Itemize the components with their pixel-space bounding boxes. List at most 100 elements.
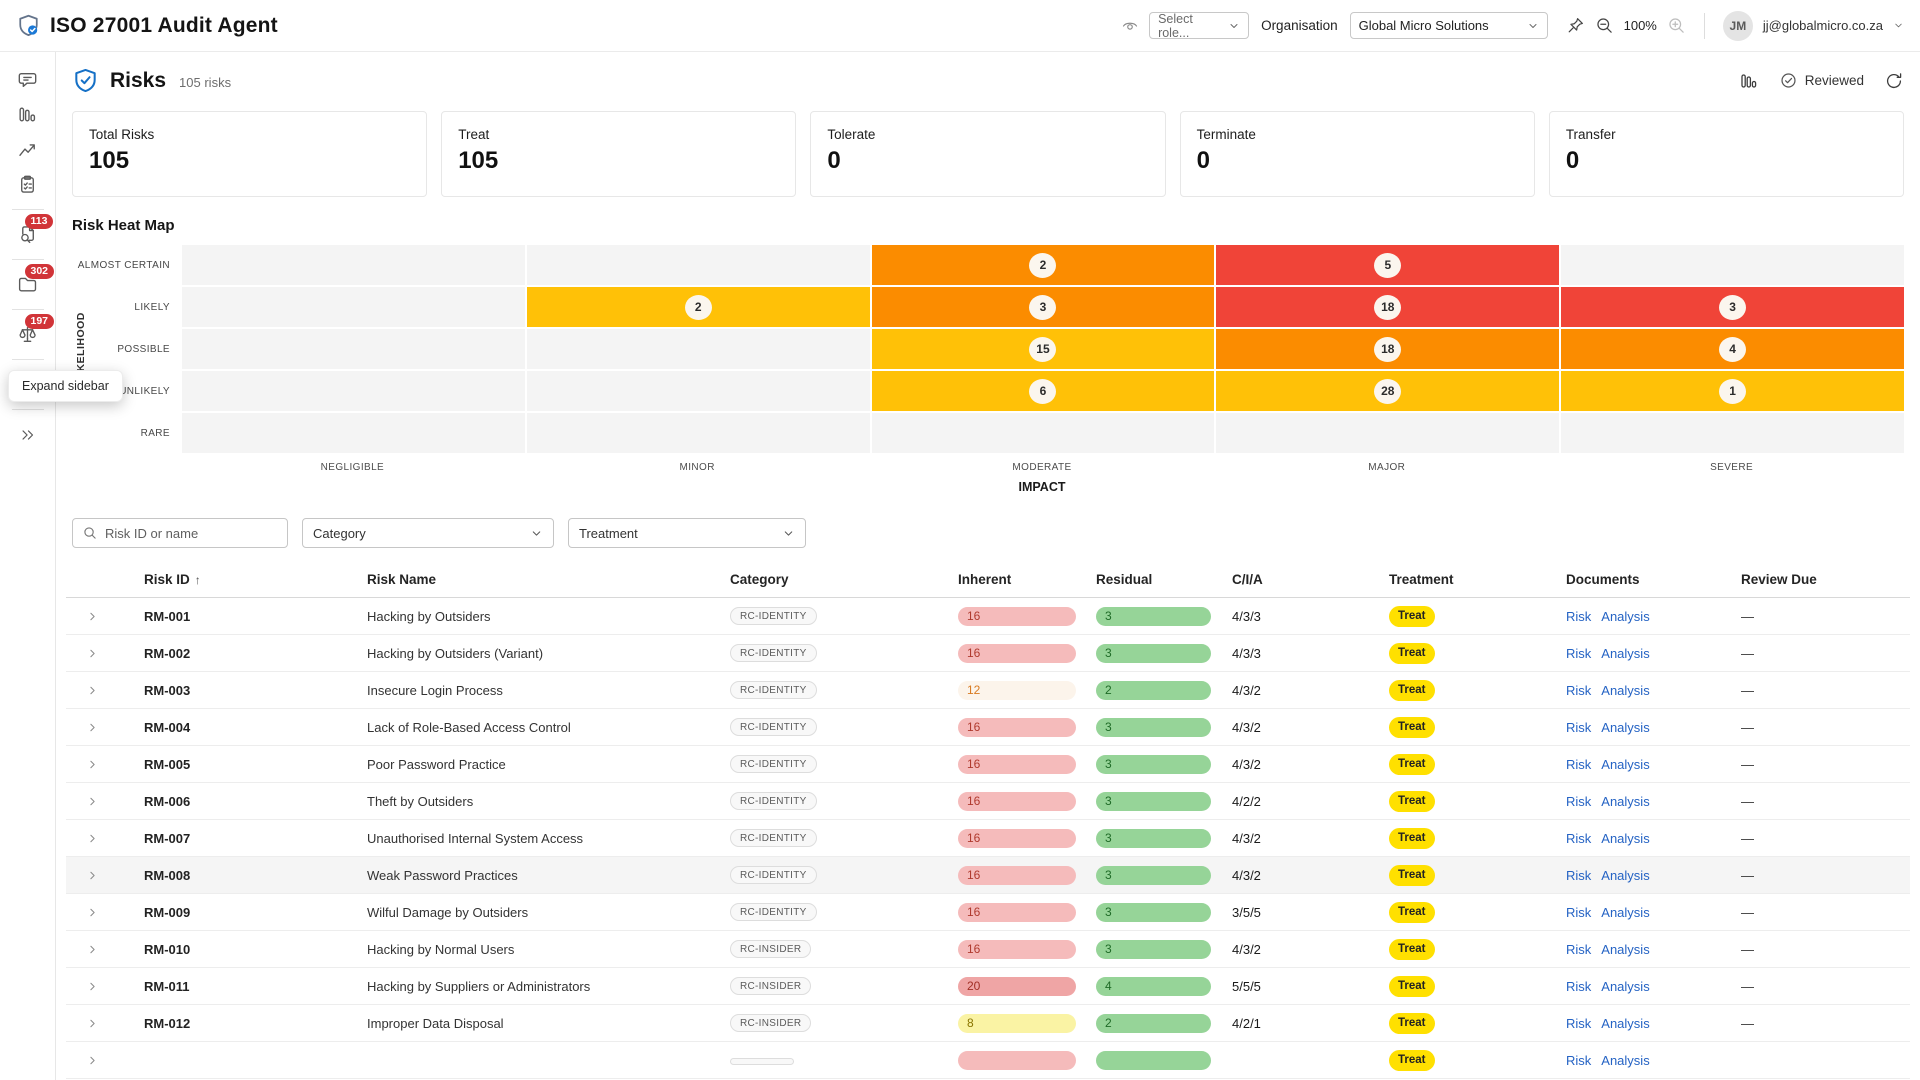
- row-expand-chevron[interactable]: [66, 1054, 144, 1067]
- sidebar-item-checklist[interactable]: [11, 170, 45, 200]
- column-header-treatment[interactable]: Treatment: [1389, 572, 1566, 587]
- avatar[interactable]: JM: [1723, 11, 1753, 41]
- column-header-documents[interactable]: Documents: [1566, 572, 1741, 587]
- chevron-down-icon[interactable]: [1893, 20, 1904, 31]
- document-link-analysis[interactable]: Analysis: [1601, 646, 1649, 661]
- pin-icon[interactable]: [1566, 16, 1585, 35]
- table-row[interactable]: RM-009 Wilful Damage by Outsiders RC-IDE…: [66, 894, 1910, 931]
- table-row[interactable]: RM-008 Weak Password Practices RC-IDENTI…: [66, 857, 1910, 894]
- document-link-risk[interactable]: Risk: [1566, 868, 1591, 883]
- heatmap-cell[interactable]: 28: [1216, 371, 1559, 411]
- sidebar-item-chat[interactable]: [11, 65, 45, 95]
- document-link-analysis[interactable]: Analysis: [1601, 683, 1649, 698]
- category-filter[interactable]: Category: [302, 518, 554, 548]
- heatmap-cell[interactable]: 18: [1216, 287, 1559, 327]
- heatmap-cell[interactable]: 2: [872, 245, 1215, 285]
- document-link-analysis[interactable]: Analysis: [1601, 794, 1649, 809]
- row-expand-chevron[interactable]: [66, 758, 144, 771]
- treatment-filter[interactable]: Treatment: [568, 518, 806, 548]
- heatmap-cell[interactable]: 3: [872, 287, 1215, 327]
- row-expand-chevron[interactable]: [66, 869, 144, 882]
- sidebar-item-compliance-scale[interactable]: 197: [11, 320, 45, 350]
- table-row[interactable]: RM-011 Hacking by Suppliers or Administr…: [66, 968, 1910, 1005]
- document-link-risk[interactable]: Risk: [1566, 609, 1591, 624]
- document-link-analysis[interactable]: Analysis: [1601, 831, 1649, 846]
- document-link-risk[interactable]: Risk: [1566, 831, 1591, 846]
- row-expand-chevron[interactable]: [66, 721, 144, 734]
- document-link-risk[interactable]: Risk: [1566, 1016, 1591, 1031]
- row-expand-chevron[interactable]: [66, 943, 144, 956]
- table-row[interactable]: RM-003 Insecure Login Process RC-IDENTIT…: [66, 672, 1910, 709]
- document-link-risk[interactable]: Risk: [1566, 683, 1591, 698]
- document-link-analysis[interactable]: Analysis: [1601, 757, 1649, 772]
- heatmap-cell[interactable]: 6: [872, 371, 1215, 411]
- heatmap-cell[interactable]: 5: [1216, 245, 1559, 285]
- document-link-analysis[interactable]: Analysis: [1601, 868, 1649, 883]
- organisation-select[interactable]: Global Micro Solutions: [1350, 12, 1548, 39]
- row-expand-chevron[interactable]: [66, 795, 144, 808]
- table-row[interactable]: Treat RiskAnalysis: [66, 1042, 1910, 1079]
- sidebar-item-folder[interactable]: 302: [11, 270, 45, 300]
- column-header-residual[interactable]: Residual: [1096, 572, 1232, 587]
- sidebar-item-trend[interactable]: [11, 135, 45, 165]
- sidebar-item-bar-chart[interactable]: [11, 100, 45, 130]
- document-link-analysis[interactable]: Analysis: [1601, 979, 1649, 994]
- document-link-risk[interactable]: Risk: [1566, 720, 1591, 735]
- row-expand-chevron[interactable]: [66, 684, 144, 697]
- column-header-category[interactable]: Category: [730, 572, 958, 587]
- heatmap-cell[interactable]: 4: [1561, 329, 1904, 369]
- column-header-risk-name[interactable]: Risk Name: [367, 572, 730, 587]
- expand-sidebar-button[interactable]: [11, 420, 45, 450]
- heatmap-cell[interactable]: 18: [1216, 329, 1559, 369]
- document-link-analysis[interactable]: Analysis: [1601, 609, 1649, 624]
- refresh-icon[interactable]: [1884, 71, 1904, 91]
- heatmap-cell[interactable]: 3: [1561, 287, 1904, 327]
- table-row[interactable]: RM-001 Hacking by Outsiders RC-IDENTITY …: [66, 598, 1910, 635]
- heatmap-cell[interactable]: 1: [1561, 371, 1904, 411]
- table-row[interactable]: RM-007 Unauthorised Internal System Acce…: [66, 820, 1910, 857]
- row-expand-chevron[interactable]: [66, 906, 144, 919]
- row-expand-chevron[interactable]: [66, 647, 144, 660]
- row-expand-chevron[interactable]: [66, 832, 144, 845]
- row-expand-chevron[interactable]: [66, 980, 144, 993]
- risk-search-input[interactable]: [105, 526, 281, 541]
- stat-card-terminate[interactable]: Terminate 0: [1180, 111, 1535, 197]
- table-row[interactable]: RM-012 Improper Data Disposal RC-INSIDER…: [66, 1005, 1910, 1042]
- column-header-risk-id[interactable]: Risk ID↑: [144, 572, 367, 587]
- table-row[interactable]: RM-005 Poor Password Practice RC-IDENTIT…: [66, 746, 1910, 783]
- chart-view-icon[interactable]: [1739, 71, 1759, 91]
- zoom-in-icon[interactable]: [1667, 16, 1686, 35]
- row-expand-chevron[interactable]: [66, 610, 144, 623]
- document-link-risk[interactable]: Risk: [1566, 1053, 1591, 1068]
- column-header-inherent[interactable]: Inherent: [958, 572, 1096, 587]
- stat-card-treat[interactable]: Treat 105: [441, 111, 796, 197]
- role-select[interactable]: Select role...: [1149, 12, 1249, 39]
- heatmap-cell[interactable]: 15: [872, 329, 1215, 369]
- stat-card-tolerate[interactable]: Tolerate 0: [810, 111, 1165, 197]
- document-link-analysis[interactable]: Analysis: [1601, 1053, 1649, 1068]
- document-link-risk[interactable]: Risk: [1566, 794, 1591, 809]
- document-link-analysis[interactable]: Analysis: [1601, 942, 1649, 957]
- document-link-analysis[interactable]: Analysis: [1601, 905, 1649, 920]
- table-row[interactable]: RM-006 Theft by Outsiders RC-IDENTITY 16…: [66, 783, 1910, 820]
- stat-card-transfer[interactable]: Transfer 0: [1549, 111, 1904, 197]
- document-link-risk[interactable]: Risk: [1566, 942, 1591, 957]
- document-link-analysis[interactable]: Analysis: [1601, 1016, 1649, 1031]
- document-link-risk[interactable]: Risk: [1566, 757, 1591, 772]
- column-header-review-due[interactable]: Review Due: [1741, 572, 1910, 587]
- document-link-risk[interactable]: Risk: [1566, 979, 1591, 994]
- zoom-out-icon[interactable]: [1595, 16, 1614, 35]
- document-link-analysis[interactable]: Analysis: [1601, 720, 1649, 735]
- column-header-c-i-a[interactable]: C/I/A: [1232, 572, 1389, 587]
- document-link-risk[interactable]: Risk: [1566, 905, 1591, 920]
- heatmap-cell[interactable]: 2: [527, 287, 870, 327]
- row-expand-chevron[interactable]: [66, 1017, 144, 1030]
- risk-search-box[interactable]: [72, 518, 288, 548]
- table-row[interactable]: RM-004 Lack of Role-Based Access Control…: [66, 709, 1910, 746]
- stat-card-total-risks[interactable]: Total Risks 105: [72, 111, 427, 197]
- table-row[interactable]: RM-002 Hacking by Outsiders (Variant) RC…: [66, 635, 1910, 672]
- table-row[interactable]: RM-010 Hacking by Normal Users RC-INSIDE…: [66, 931, 1910, 968]
- document-link-risk[interactable]: Risk: [1566, 646, 1591, 661]
- reviewed-button[interactable]: Reviewed: [1779, 71, 1864, 90]
- sidebar-item-document-search[interactable]: 113: [11, 220, 45, 250]
